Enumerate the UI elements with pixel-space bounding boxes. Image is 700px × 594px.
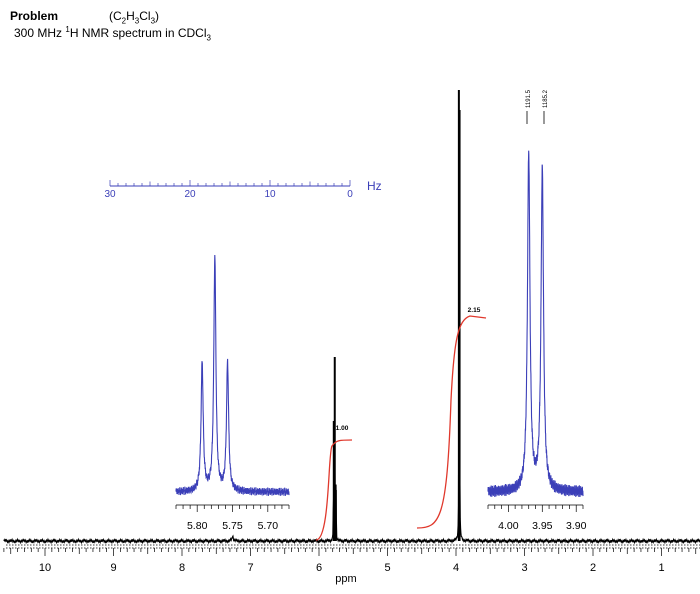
integral-curve xyxy=(416,315,487,529)
spectrum-subtitle: 300 MHz 1H NMR spectrum in CDCl3 xyxy=(14,25,211,42)
hz-unit-label: Hz xyxy=(367,179,382,193)
molecular-formula: (C2H3Cl3) xyxy=(109,9,159,25)
inset-tick-label: 3.90 xyxy=(566,520,587,532)
formula-part: 2 xyxy=(121,16,127,26)
integral-label: 2.15 xyxy=(468,307,481,314)
formula-part: (C xyxy=(109,9,122,23)
integral-curve xyxy=(315,439,353,541)
x-tick-label: 1 xyxy=(658,562,664,574)
subtitle-part: H NMR spectrum in CDCl xyxy=(69,26,207,40)
x-tick-label: 6 xyxy=(316,562,322,574)
hz-scale-label: 20 xyxy=(184,189,196,200)
formula-part: Cl xyxy=(139,9,151,23)
hz-scale-label: 30 xyxy=(104,189,116,200)
x-axis-label: ppm xyxy=(335,573,356,585)
peak-position-label: 1185.2 xyxy=(543,89,549,108)
x-tick-label: 3 xyxy=(521,562,527,574)
x-tick-label: 5 xyxy=(384,562,390,574)
inset-tick-label: 4.00 xyxy=(498,520,519,532)
inset-trace xyxy=(175,255,290,497)
subtitle-part: 1 xyxy=(65,25,70,34)
problem-title: Problem xyxy=(10,9,59,23)
x-tick-label: 2 xyxy=(590,562,596,574)
x-tick-label: 4 xyxy=(453,562,459,574)
x-tick-label: 7 xyxy=(247,562,253,574)
formula-part: H xyxy=(126,9,135,23)
hz-scale-label: 0 xyxy=(347,189,353,200)
formula-part: 3 xyxy=(134,16,140,26)
x-tick-label: 10 xyxy=(39,562,51,574)
x-tick-label: 8 xyxy=(179,562,185,574)
inset-tick-label: 5.80 xyxy=(187,520,208,532)
inset-tick-label: 5.75 xyxy=(222,520,243,532)
peak-position-label: 1191.5 xyxy=(526,89,532,108)
inset-tick-label: 5.70 xyxy=(258,520,279,532)
x-tick-label: 9 xyxy=(110,562,116,574)
subtitle-part: 300 MHz xyxy=(14,26,66,40)
inset-trace xyxy=(487,150,584,498)
integral-label: 1.00 xyxy=(336,425,349,432)
spectrum-trace xyxy=(3,109,700,545)
formula-part: 3 xyxy=(150,16,156,26)
hz-scale-label: 10 xyxy=(264,189,276,200)
subtitle-part: 3 xyxy=(206,33,211,43)
formula-part: ) xyxy=(155,9,160,23)
inset-tick-label: 3.95 xyxy=(532,520,553,532)
